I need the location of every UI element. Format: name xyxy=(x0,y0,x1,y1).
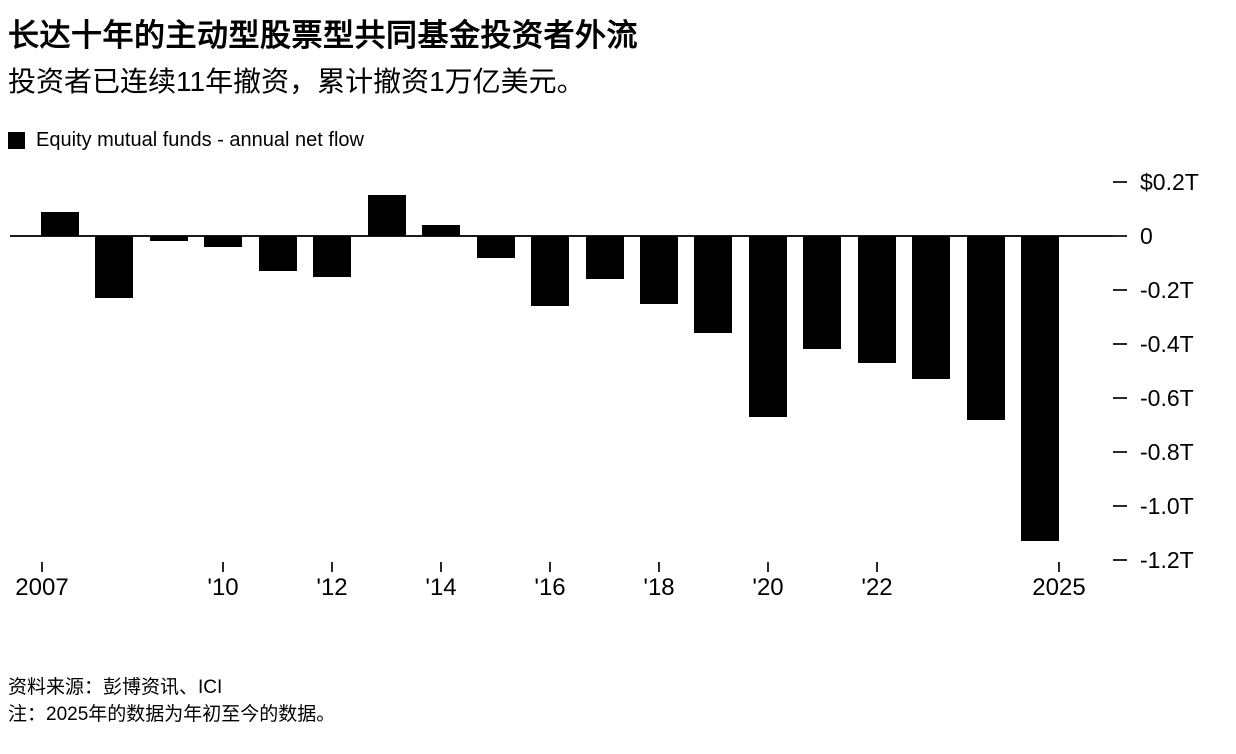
y-axis-tick xyxy=(1113,397,1127,399)
bar-2008 xyxy=(95,236,133,298)
y-axis-label: -0.6T xyxy=(1140,385,1194,411)
x-axis-label: '18 xyxy=(643,574,675,601)
x-axis-tick xyxy=(331,562,333,572)
bar-2025 xyxy=(1021,236,1059,541)
x-axis-label: '14 xyxy=(425,574,457,601)
x-axis-tick xyxy=(767,562,769,572)
bar-2007 xyxy=(41,212,79,236)
x-axis-label: '20 xyxy=(752,574,784,601)
y-axis-tick xyxy=(1113,451,1127,453)
y-axis-label: -0.8T xyxy=(1140,439,1194,465)
bar-2023 xyxy=(912,236,950,379)
y-axis-label: -1.0T xyxy=(1140,493,1194,519)
x-axis-label: '10 xyxy=(207,574,239,601)
y-axis-label: -0.2T xyxy=(1140,277,1194,303)
x-axis-tick xyxy=(1058,562,1060,572)
bar-2015 xyxy=(477,236,515,258)
bar-2017 xyxy=(586,236,624,279)
legend-swatch-icon xyxy=(8,132,25,149)
bar-2011 xyxy=(259,236,297,271)
x-axis-tick xyxy=(549,562,551,572)
y-axis-label: -0.4T xyxy=(1140,331,1194,357)
x-axis-tick xyxy=(440,562,442,572)
bar-2018 xyxy=(640,236,678,304)
y-axis-tick xyxy=(1113,343,1127,345)
x-axis-label: '16 xyxy=(534,574,566,601)
page-subtitle: 投资者已连续11年撤资，累计撤资1万亿美元。 xyxy=(8,66,585,97)
bar-2022 xyxy=(858,236,896,363)
x-axis-label: 2007 xyxy=(15,574,69,601)
x-axis-tick xyxy=(876,562,878,572)
page-title: 长达十年的主动型股票型共同基金投资者外流 xyxy=(8,18,638,53)
y-axis-tick xyxy=(1113,505,1127,507)
bar-2012 xyxy=(313,236,351,277)
bar-2009 xyxy=(150,236,188,241)
bar-2024 xyxy=(967,236,1005,420)
y-axis-label: 0 xyxy=(1140,223,1153,249)
bar-2010 xyxy=(204,236,242,247)
bar-2013 xyxy=(368,195,406,236)
x-axis-tick xyxy=(222,562,224,572)
legend-label: Equity mutual funds - annual net flow xyxy=(36,129,364,151)
y-axis-tick xyxy=(1113,289,1127,291)
y-axis-tick xyxy=(1113,181,1127,183)
chart-footer: 资料来源：彭博资讯、ICI 注：2025年的数据为年初至今的数据。 xyxy=(8,674,335,728)
x-axis-tick xyxy=(658,562,660,572)
bar-2014 xyxy=(422,225,460,236)
bar-2020 xyxy=(749,236,787,417)
y-axis-label: -1.2T xyxy=(1140,547,1194,573)
bar-2016 xyxy=(531,236,569,306)
legend: Equity mutual funds - annual net flow xyxy=(8,129,364,152)
x-axis-label: '12 xyxy=(316,574,348,601)
source-note: 资料来源：彭博资讯、ICI xyxy=(8,677,223,698)
bar-2021 xyxy=(803,236,841,349)
x-axis-tick xyxy=(41,562,43,572)
x-axis-label: 2025 xyxy=(1032,574,1086,601)
data-note: 注：2025年的数据为年初至今的数据。 xyxy=(8,704,336,725)
x-axis-label: '22 xyxy=(861,574,893,601)
y-axis-tick xyxy=(1113,235,1127,237)
y-axis-label: $0.2T xyxy=(1140,169,1199,195)
bar-2019 xyxy=(694,236,732,333)
y-axis-tick xyxy=(1113,559,1127,561)
